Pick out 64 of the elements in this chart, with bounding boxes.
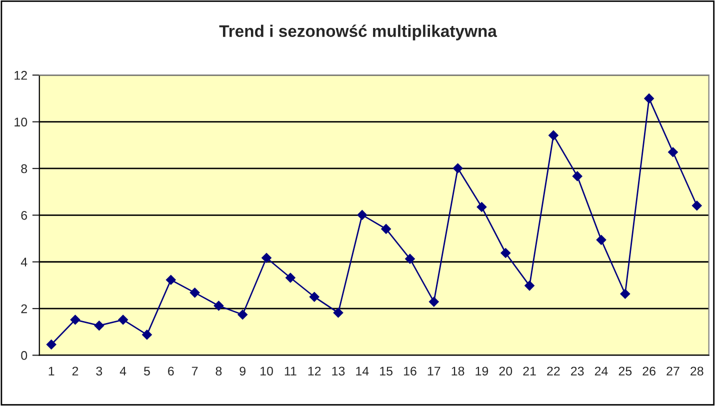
point [262, 252, 272, 263]
point [428, 296, 439, 307]
y-tick-label: 12 [14, 70, 27, 80]
point [285, 272, 296, 283]
point [692, 200, 702, 211]
x-tick-label: 11 [284, 366, 296, 376]
x-tick-label: 3 [96, 366, 102, 376]
point [524, 280, 534, 291]
point [405, 254, 415, 264]
point [668, 147, 678, 158]
point [166, 274, 176, 285]
x-tick-label: 23 [571, 366, 584, 376]
x-tick-label: 19 [476, 366, 488, 376]
x-tick-label: 4 [120, 366, 126, 376]
point [381, 224, 392, 234]
x-tick-label: 24 [594, 366, 608, 376]
point [644, 94, 654, 104]
y-tick-label: 2 [21, 304, 27, 314]
point [333, 308, 344, 318]
point [118, 314, 128, 325]
x-tick-label: 21 [523, 366, 536, 376]
x-tick-label: 13 [332, 366, 345, 376]
chart-title: Trend i sezonowść multiplikatywna [219, 24, 498, 40]
point [620, 288, 630, 299]
point [548, 130, 558, 140]
y-tick-label: 4 [20, 258, 28, 266]
x-tick-label: 14 [356, 366, 369, 376]
point [309, 292, 320, 302]
x-tick-label: 5 [144, 366, 150, 376]
point [238, 310, 248, 320]
point [214, 300, 224, 311]
x-tick-label: 16 [404, 366, 416, 376]
x-tick-label: 25 [618, 366, 632, 376]
x-tick-label: 8 [216, 366, 222, 376]
y-tick-label: 8 [21, 164, 28, 174]
point [46, 340, 56, 350]
x-tick-label: 1 [48, 366, 54, 376]
point [190, 288, 200, 298]
x-tick-label: 15 [380, 366, 392, 376]
x-tick-label: 2 [72, 366, 78, 376]
point [500, 248, 511, 258]
point [70, 314, 80, 325]
point [596, 234, 606, 245]
y-tick-label: 10 [14, 118, 28, 126]
x-tick-label: 17 [428, 366, 440, 376]
point [476, 202, 487, 212]
point [452, 163, 463, 174]
x-tick-label: 12 [308, 366, 321, 376]
x-tick-label: 28 [690, 366, 704, 376]
x-tick-label: 26 [642, 366, 656, 376]
point [142, 330, 152, 340]
x-tick-label: 18 [452, 366, 464, 376]
point [94, 320, 104, 331]
x-tick-label: 22 [547, 366, 560, 376]
x-tick-label: 6 [168, 366, 174, 376]
x-tick-label: 27 [666, 366, 680, 376]
point [357, 210, 368, 220]
y-tick-label: 6 [21, 210, 28, 220]
x-tick-label: 7 [192, 366, 198, 376]
x-tick-label: 20 [499, 366, 512, 376]
x-tick-label: 9 [240, 366, 246, 376]
point [572, 171, 582, 182]
x-tick-label: 10 [260, 366, 273, 376]
y-tick-label: 0 [21, 351, 28, 360]
